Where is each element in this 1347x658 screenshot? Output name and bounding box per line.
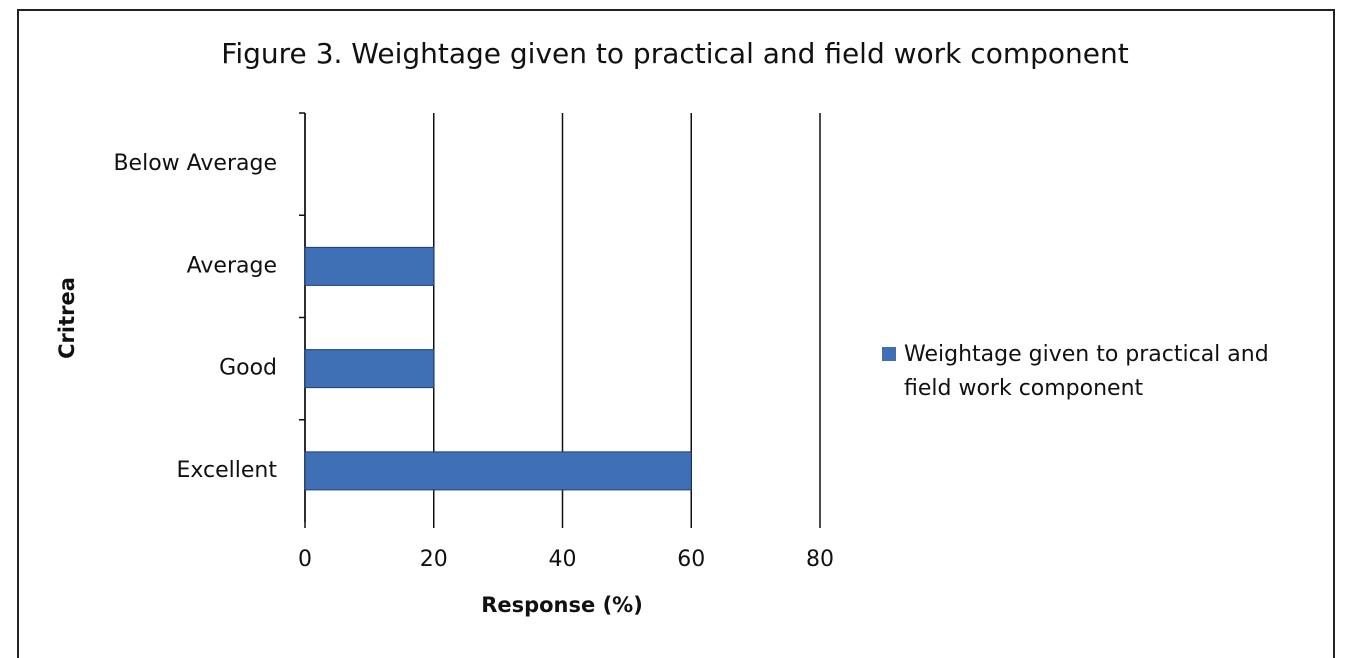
y-tick-label: Good xyxy=(219,356,277,381)
x-tick-label: 0 xyxy=(298,547,312,572)
bar xyxy=(304,451,692,491)
chart-title: Figure 3. Weightage given to practical a… xyxy=(221,37,1128,70)
bar xyxy=(304,246,435,286)
x-tick-label: 20 xyxy=(420,547,448,572)
x-tick-label: 40 xyxy=(549,547,577,572)
bar xyxy=(304,349,435,389)
legend: Weightage given to practical and field w… xyxy=(882,338,1322,406)
x-tick-label: 80 xyxy=(806,547,834,572)
legend-swatch xyxy=(882,347,896,361)
y-tick-label: Average xyxy=(187,253,277,278)
y-tick-label: Below Average xyxy=(113,151,277,176)
legend-label: Weightage given to practical and field w… xyxy=(904,342,1269,401)
y-axis-label: Critrea xyxy=(55,277,79,359)
x-axis-label: Response (%) xyxy=(481,593,643,617)
frame xyxy=(17,9,1335,658)
x-tick-label: 60 xyxy=(677,547,705,572)
y-tick-label: Excellent xyxy=(177,458,278,483)
